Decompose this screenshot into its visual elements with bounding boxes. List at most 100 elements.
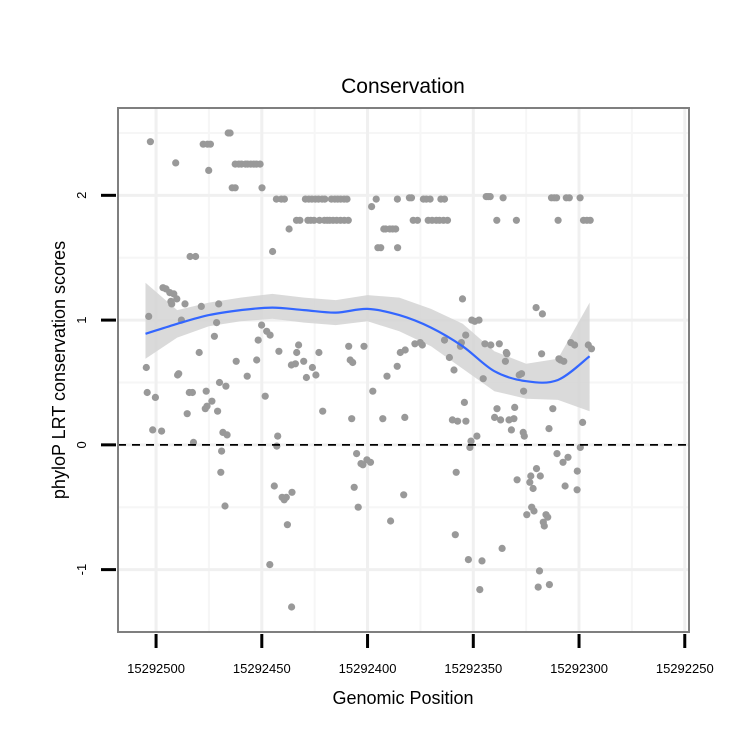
y-tick-label: 2 [74, 192, 89, 199]
data-point [344, 216, 352, 224]
data-point [401, 413, 409, 421]
data-point [186, 252, 194, 261]
data-point [464, 556, 472, 564]
data-point [510, 415, 518, 423]
data-point [491, 413, 499, 421]
y-axis-label: phyloP LRT conservation scores [49, 241, 69, 499]
data-point [540, 522, 548, 530]
data-point [587, 345, 596, 353]
data-point [392, 225, 400, 233]
data-point [443, 216, 452, 224]
data-point [486, 193, 494, 201]
data-point [369, 387, 377, 395]
data-point [195, 348, 203, 357]
data-point [300, 357, 308, 365]
x-tick-label: 15292350 [444, 661, 502, 676]
data-point [282, 493, 290, 501]
data-point [283, 521, 291, 529]
data-point [451, 531, 459, 539]
y-tick-label: 0 [74, 441, 89, 448]
data-point [205, 166, 213, 174]
data-point [173, 295, 181, 303]
data-point [360, 342, 368, 350]
data-point [256, 160, 264, 168]
data-point [353, 450, 361, 458]
data-point [379, 415, 387, 423]
data-point [261, 392, 269, 400]
data-point [426, 195, 434, 203]
data-point [181, 300, 189, 308]
data-point [288, 488, 296, 496]
data-point [258, 321, 266, 329]
data-point [498, 544, 506, 553]
confidence-ribbon [145, 282, 590, 412]
data-point [206, 140, 214, 148]
data-point [476, 586, 484, 594]
grid-minor [118, 108, 689, 632]
smooth-line-layer [145, 306, 591, 384]
data-point [532, 465, 541, 473]
data-point [545, 425, 553, 433]
data-point [495, 340, 503, 348]
data-point [243, 372, 251, 380]
data-point [573, 486, 581, 494]
data-point [348, 415, 356, 423]
data-point [561, 482, 569, 490]
data-point [149, 426, 157, 434]
data-point [487, 341, 495, 349]
data-point [564, 453, 572, 461]
data-point [349, 358, 357, 367]
data-point [529, 484, 537, 493]
confidence-ribbon-layer [145, 282, 590, 412]
data-point [479, 375, 487, 383]
data-point [532, 304, 540, 312]
data-point [280, 195, 288, 203]
data-point [350, 483, 358, 491]
data-point [440, 336, 449, 344]
data-point [315, 348, 323, 357]
plot-border [117, 107, 690, 633]
data-point [499, 194, 507, 202]
data-point [377, 244, 385, 252]
data-point [143, 388, 151, 397]
data-point [273, 442, 281, 450]
data-point [393, 195, 401, 203]
data-point [202, 387, 210, 395]
data-point [226, 129, 234, 137]
data-point [302, 373, 310, 382]
data-point [462, 417, 470, 425]
data-point [275, 347, 283, 355]
data-point [527, 472, 535, 480]
data-point [401, 346, 409, 354]
data-point [565, 194, 573, 202]
data-point [168, 300, 176, 308]
x-tick-label: 15292450 [233, 661, 291, 676]
x-axis-label: Genomic Position [332, 688, 473, 708]
data-point [467, 437, 475, 445]
data-point [544, 513, 552, 521]
data-point [520, 432, 528, 440]
data-point [493, 405, 501, 413]
data-point [501, 357, 509, 365]
data-point [232, 357, 240, 365]
data-point [549, 405, 557, 413]
data-point [536, 472, 544, 480]
x-tick-label: 15292300 [550, 661, 608, 676]
data-point [215, 378, 224, 387]
y-tick-label: 1 [74, 316, 89, 323]
data-point [387, 517, 395, 525]
data-point [452, 468, 460, 476]
data-point [393, 362, 401, 370]
data-point [507, 426, 515, 434]
data-point [545, 581, 554, 589]
data-point [295, 341, 303, 349]
data-point [221, 502, 229, 510]
data-point [538, 350, 546, 358]
data-point [407, 194, 416, 202]
data-point [372, 195, 380, 203]
data-point [513, 476, 521, 484]
data-point [473, 432, 481, 440]
x-axis-ticks: 15292500 15292450 15292400 15292350 15292300… [127, 634, 714, 676]
data-point [394, 244, 402, 252]
